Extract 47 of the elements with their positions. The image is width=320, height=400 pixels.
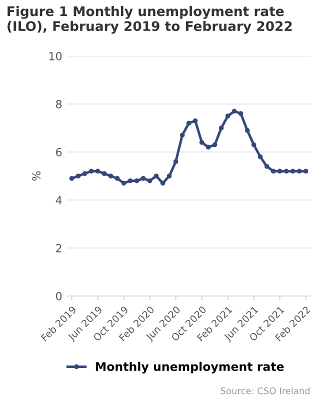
point [180,132,185,138]
y-tick-label: 2 [56,244,62,252]
y-axis-title: % [32,171,40,181]
point [225,114,230,118]
legend-label: Monthly unemployment rate [96,362,284,374]
point [192,118,198,124]
point [88,168,94,174]
point [140,176,146,181]
point [134,178,140,184]
point [199,140,204,145]
y-tick-label: 4 [56,196,62,204]
point [82,171,88,176]
point [166,174,172,178]
point [128,178,133,184]
point [95,168,100,174]
point [290,168,296,174]
point [244,128,250,133]
point [147,178,152,184]
point [270,168,276,174]
point [114,176,120,181]
point [173,159,178,164]
source-note: Source: CSO Ireland [220,387,310,394]
point [277,168,282,174]
point [154,174,159,178]
point [264,164,270,169]
point [251,142,256,148]
y-tick-label: 10 [49,52,62,60]
point [284,168,289,174]
point [121,180,126,186]
y-tick-label: 6 [56,148,62,156]
point [69,176,74,181]
point [160,180,166,186]
point [76,174,81,178]
point [303,168,308,174]
point [212,142,218,148]
point [238,111,244,116]
point [102,171,107,176]
y-tick-label: 0 [56,292,62,300]
point [258,154,263,160]
point [296,168,302,174]
chart-title: Figure 1 Monthly unemployment rate (ILO), February 2019 to February 2022 [8,6,292,34]
point [186,120,192,126]
point [232,108,237,114]
point [218,126,224,130]
point [108,174,114,178]
y-tick-label: 8 [56,100,62,108]
point [206,144,211,150]
